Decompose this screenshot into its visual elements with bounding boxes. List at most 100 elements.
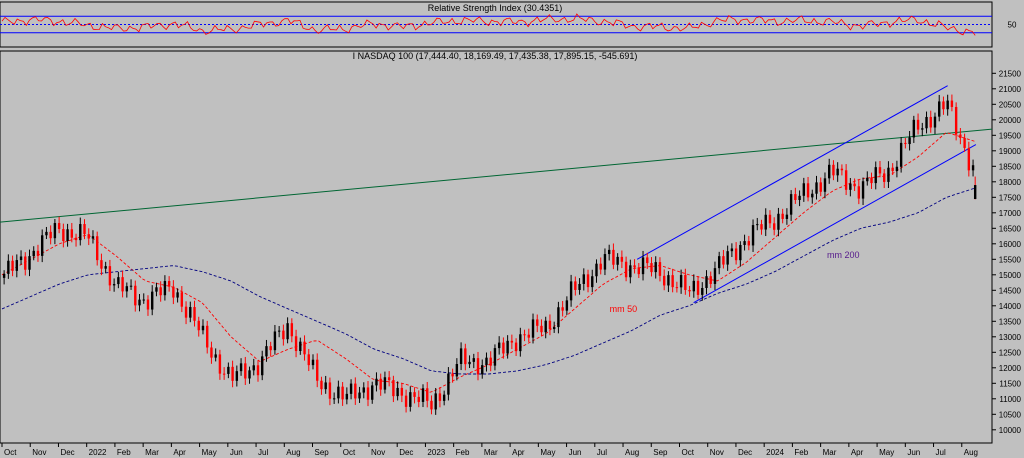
price-y-tick-label: 14000 — [999, 302, 1022, 311]
candle-body — [282, 330, 285, 340]
price-y-tick-label: 12500 — [999, 348, 1022, 357]
candle-body — [679, 275, 683, 288]
candle-body — [544, 320, 547, 333]
candle-body — [210, 347, 213, 358]
trendline — [636, 85, 948, 260]
price-title: I NASDAQ 100 (17,444.40, 18,169.49, 17,4… — [353, 51, 638, 61]
candle-body — [620, 256, 624, 262]
candle-body — [701, 287, 704, 295]
candle-body — [66, 229, 69, 241]
x-tick-label: Mar — [145, 448, 159, 457]
candle-body — [849, 183, 852, 190]
candle-body — [447, 373, 450, 395]
candle-body — [87, 234, 90, 239]
candle-body — [832, 164, 835, 176]
candle-body — [354, 383, 357, 399]
x-tick-label: Jun — [569, 448, 582, 457]
candle-body — [768, 214, 772, 224]
candle-body — [294, 336, 298, 352]
candle-body — [70, 229, 74, 238]
candle-body — [235, 371, 239, 381]
candle-body — [612, 249, 615, 265]
candle-body — [582, 274, 585, 284]
x-tick-label: Nov — [32, 448, 46, 457]
candle-body — [265, 346, 268, 357]
candle-body — [32, 250, 35, 257]
candle-body — [696, 280, 700, 295]
candle-body — [887, 167, 890, 182]
candle-body — [134, 285, 137, 306]
candle-body — [942, 101, 945, 110]
x-tick-label: Nov — [710, 448, 724, 457]
candle-body — [967, 147, 971, 171]
x-tick-label: Sep — [653, 448, 668, 457]
x-tick-label: Apr — [851, 448, 864, 457]
candle-body — [904, 142, 907, 145]
candle-body — [151, 291, 154, 310]
candle-body — [692, 280, 696, 292]
candle-body — [100, 260, 103, 269]
candle-body — [451, 373, 454, 377]
candle-body — [371, 385, 374, 400]
x-tick-label: Mar — [484, 448, 498, 457]
candle-body — [828, 164, 831, 179]
price-y-tick-label: 17000 — [999, 209, 1022, 218]
candle-body — [739, 244, 742, 261]
candle-body — [633, 265, 636, 268]
x-tick-label: Jul — [597, 448, 607, 457]
candle-body — [269, 346, 272, 351]
candle-body — [675, 287, 679, 289]
candle-body — [586, 274, 590, 288]
x-tick-label: Aug — [964, 448, 978, 457]
candle-body — [789, 194, 793, 215]
candle-body — [971, 165, 975, 171]
candle-body — [912, 119, 916, 138]
candle-body — [62, 229, 65, 241]
rsi-y-axis: 50 — [1008, 21, 1017, 30]
trendlines — [0, 85, 993, 304]
candle-body — [844, 170, 848, 190]
candle-body — [197, 320, 200, 331]
candle-body — [616, 256, 619, 265]
candle-body — [252, 365, 255, 371]
candle-body — [112, 284, 116, 286]
candle-body — [624, 261, 628, 278]
candle-body — [74, 237, 78, 241]
candle-body — [375, 378, 378, 386]
candle-body — [341, 386, 344, 400]
price-y-tick-label: 18000 — [999, 178, 1022, 187]
candle-body — [531, 319, 535, 338]
candle-body — [658, 262, 662, 276]
candle-body — [117, 277, 120, 285]
price-y-tick-label: 16500 — [999, 224, 1022, 233]
x-tick-label: Apr — [512, 448, 525, 457]
candle-body — [650, 263, 653, 273]
price-y-tick-label: 15500 — [999, 255, 1022, 264]
candle-body — [667, 275, 670, 286]
candle-body — [840, 168, 844, 171]
candle-body — [222, 373, 226, 375]
candle-body — [53, 223, 57, 239]
price-y-tick-label: 10500 — [999, 410, 1022, 419]
x-tick-label: Feb — [117, 448, 131, 457]
candle-body — [527, 334, 530, 338]
candle-body — [552, 327, 556, 330]
candle-body — [671, 275, 674, 288]
candle-body — [489, 357, 492, 366]
candle-body — [2, 273, 6, 278]
candle-body — [239, 363, 243, 372]
price-y-tick-label: 13500 — [999, 317, 1022, 326]
x-tick-label: Dec — [738, 448, 752, 457]
candle-body — [349, 383, 353, 394]
candle-body — [662, 275, 666, 286]
candle-body — [142, 299, 145, 301]
price-y-tick-label: 18500 — [999, 162, 1022, 171]
candle-body — [28, 256, 31, 270]
candle-body — [121, 277, 124, 292]
candle-body — [899, 142, 903, 167]
candle-body — [366, 387, 370, 400]
candle-body — [421, 388, 425, 402]
candle-body — [734, 248, 738, 261]
candle-body — [206, 325, 209, 348]
candle-body — [358, 392, 361, 399]
